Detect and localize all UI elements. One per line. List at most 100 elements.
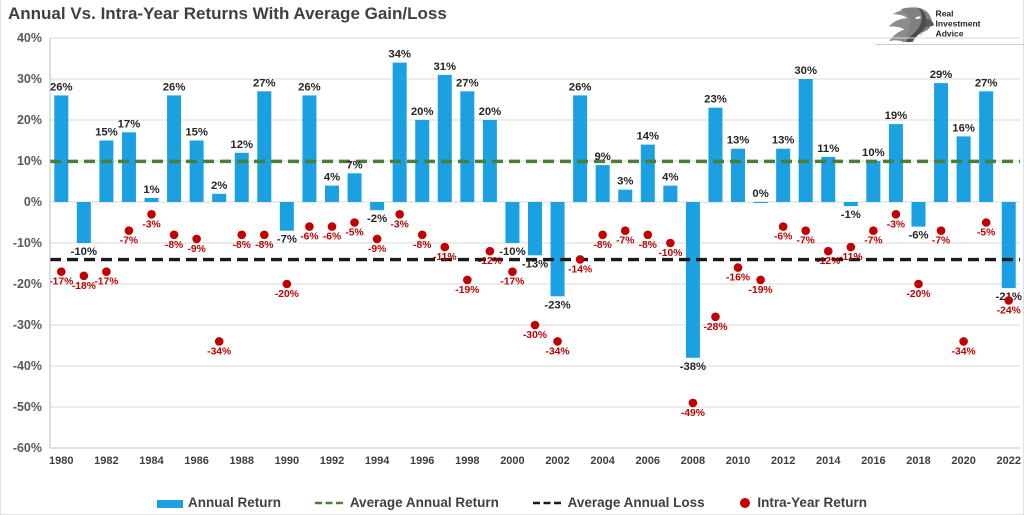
svg-text:-16%: -16% xyxy=(726,273,750,284)
svg-text:-5%: -5% xyxy=(977,228,995,239)
svg-text:10%: 10% xyxy=(17,154,42,168)
svg-text:-30%: -30% xyxy=(523,330,547,341)
svg-text:-11%: -11% xyxy=(433,252,456,263)
svg-text:27%: 27% xyxy=(975,77,998,89)
svg-text:2004: 2004 xyxy=(590,455,615,467)
svg-text:-28%: -28% xyxy=(703,322,727,333)
svg-text:4%: 4% xyxy=(324,172,340,184)
svg-text:-7%: -7% xyxy=(864,236,882,247)
svg-text:-8%: -8% xyxy=(413,240,431,251)
svg-text:34%: 34% xyxy=(388,49,411,61)
svg-text:16%: 16% xyxy=(952,122,975,134)
svg-text:9%: 9% xyxy=(595,151,611,163)
svg-text:30%: 30% xyxy=(17,72,42,86)
svg-text:15%: 15% xyxy=(95,127,118,139)
svg-text:-60%: -60% xyxy=(13,441,42,455)
svg-text:2012: 2012 xyxy=(771,455,795,467)
svg-text:1986: 1986 xyxy=(184,455,208,467)
svg-text:26%: 26% xyxy=(50,81,73,93)
svg-text:30%: 30% xyxy=(794,65,817,77)
svg-text:20%: 20% xyxy=(479,106,502,118)
svg-text:26%: 26% xyxy=(163,81,186,93)
svg-text:-11%: -11% xyxy=(839,252,862,263)
svg-text:2006: 2006 xyxy=(636,455,660,467)
svg-text:-8%: -8% xyxy=(594,240,612,251)
svg-text:4%: 4% xyxy=(662,172,678,184)
svg-text:2002: 2002 xyxy=(545,455,569,467)
svg-text:-8%: -8% xyxy=(255,240,273,251)
svg-text:0%: 0% xyxy=(24,195,42,209)
svg-text:-49%: -49% xyxy=(681,408,705,419)
svg-text:1990: 1990 xyxy=(275,455,299,467)
svg-text:-10%: -10% xyxy=(71,246,97,258)
svg-text:-6%: -6% xyxy=(323,232,341,243)
svg-text:-3%: -3% xyxy=(390,219,408,230)
svg-text:17%: 17% xyxy=(118,118,141,130)
svg-text:-19%: -19% xyxy=(749,285,773,296)
svg-text:19%: 19% xyxy=(885,110,908,122)
svg-text:-12%: -12% xyxy=(816,256,840,267)
svg-text:-7%: -7% xyxy=(932,236,950,247)
svg-text:-34%: -34% xyxy=(952,346,976,357)
svg-text:-34%: -34% xyxy=(546,346,570,357)
svg-text:-3%: -3% xyxy=(142,219,160,230)
svg-text:29%: 29% xyxy=(930,69,953,81)
svg-text:-7%: -7% xyxy=(616,236,634,247)
svg-text:2022: 2022 xyxy=(996,455,1020,467)
svg-text:-20%: -20% xyxy=(275,289,299,300)
svg-text:-50%: -50% xyxy=(13,400,42,414)
svg-text:13%: 13% xyxy=(772,135,795,147)
svg-text:1998: 1998 xyxy=(455,455,479,467)
svg-text:-7%: -7% xyxy=(797,236,815,247)
svg-text:2010: 2010 xyxy=(726,455,750,467)
svg-text:-1%: -1% xyxy=(841,209,861,221)
svg-text:-10%: -10% xyxy=(499,246,525,258)
svg-text:-24%: -24% xyxy=(997,305,1021,316)
svg-text:-10%: -10% xyxy=(13,236,42,250)
svg-text:10%: 10% xyxy=(862,147,885,159)
svg-text:-13%: -13% xyxy=(522,258,548,270)
svg-text:2020: 2020 xyxy=(951,455,975,467)
svg-text:-9%: -9% xyxy=(368,244,386,255)
svg-text:-23%: -23% xyxy=(544,299,570,311)
svg-text:1%: 1% xyxy=(143,184,159,196)
svg-text:0%: 0% xyxy=(752,188,768,200)
svg-text:-30%: -30% xyxy=(13,318,42,332)
svg-text:2000: 2000 xyxy=(500,455,524,467)
svg-text:2018: 2018 xyxy=(906,455,930,467)
svg-text:-7%: -7% xyxy=(277,234,297,246)
svg-text:1988: 1988 xyxy=(229,455,253,467)
svg-text:31%: 31% xyxy=(433,61,456,73)
svg-text:-20%: -20% xyxy=(13,277,42,291)
svg-text:-18%: -18% xyxy=(72,281,96,292)
svg-text:-14%: -14% xyxy=(568,264,592,275)
svg-text:7%: 7% xyxy=(346,159,362,171)
svg-text:-17%: -17% xyxy=(49,277,73,288)
svg-text:-5%: -5% xyxy=(345,228,363,239)
svg-text:20%: 20% xyxy=(17,113,42,127)
svg-text:-9%: -9% xyxy=(187,244,205,255)
svg-text:-2%: -2% xyxy=(367,213,387,225)
svg-text:15%: 15% xyxy=(185,127,208,139)
svg-text:-8%: -8% xyxy=(639,240,657,251)
svg-text:-10%: -10% xyxy=(658,248,682,259)
svg-text:40%: 40% xyxy=(17,31,42,45)
svg-text:3%: 3% xyxy=(617,176,633,188)
svg-text:1982: 1982 xyxy=(94,455,118,467)
svg-text:-17%: -17% xyxy=(500,277,524,288)
svg-text:20%: 20% xyxy=(411,106,434,118)
svg-text:2016: 2016 xyxy=(861,455,885,467)
svg-text:1992: 1992 xyxy=(320,455,344,467)
svg-text:1980: 1980 xyxy=(49,455,73,467)
svg-text:23%: 23% xyxy=(704,94,727,106)
svg-text:1994: 1994 xyxy=(365,455,390,467)
svg-text:-19%: -19% xyxy=(455,285,479,296)
svg-text:14%: 14% xyxy=(636,131,659,143)
svg-text:-40%: -40% xyxy=(13,359,42,373)
svg-text:-20%: -20% xyxy=(906,289,930,300)
svg-text:-3%: -3% xyxy=(887,219,905,230)
svg-text:13%: 13% xyxy=(727,135,750,147)
svg-text:11%: 11% xyxy=(817,143,839,155)
svg-text:2014: 2014 xyxy=(816,455,841,467)
svg-text:2%: 2% xyxy=(211,180,227,192)
